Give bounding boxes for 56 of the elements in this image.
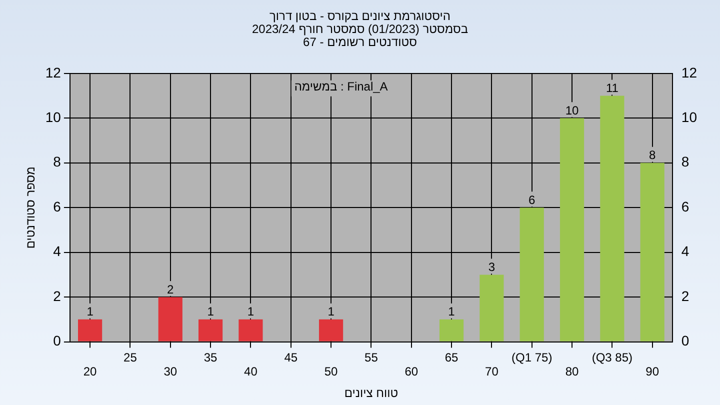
- data-label: 8: [649, 148, 656, 162]
- data-label: 10: [565, 103, 580, 118]
- y-tick-label: 10: [45, 108, 62, 125]
- data-label: 2: [167, 282, 174, 296]
- y-tick-label: 0: [53, 332, 62, 349]
- bar: [480, 274, 504, 342]
- y2-tick-label: 8: [681, 154, 690, 170]
- y-tick-label: 8: [53, 154, 62, 170]
- bar: [560, 118, 584, 342]
- bar: [600, 96, 624, 342]
- x-tick-label: 65: [444, 350, 459, 364]
- y2-tick-label: 2: [681, 288, 690, 304]
- y-tick-label: 6: [53, 198, 62, 214]
- data-label: 1: [448, 304, 456, 319]
- data-label: 1: [86, 304, 94, 319]
- bar: [318, 319, 344, 342]
- bar: [198, 319, 223, 342]
- x-tick-label: 90: [646, 364, 660, 379]
- y2-tick-label: 4: [681, 243, 690, 260]
- x-tick-label: 80: [565, 364, 580, 379]
- x-tick-label: 35: [204, 350, 218, 364]
- y2-tick-label: 6: [681, 198, 690, 214]
- bar: [520, 208, 544, 342]
- x-tick-label: 40: [244, 364, 258, 379]
- y2-tick-label: 0: [681, 332, 690, 349]
- bar: [158, 297, 182, 342]
- data-label: 6: [528, 192, 536, 207]
- data-label: 1: [207, 304, 214, 319]
- x-tick-label: 70: [485, 364, 499, 379]
- y-tick-label: 2: [53, 288, 62, 304]
- bar: [78, 319, 102, 342]
- x-tick-label: 45: [284, 350, 298, 364]
- x-tick-label: 25: [124, 350, 138, 364]
- chart-title: היסטוגרמת ציונים בקורס - בטון דרוך: [268, 9, 452, 23]
- data-label: 3: [488, 260, 496, 274]
- x-tick-label: (Q3 85): [592, 350, 633, 364]
- x-tick-label: 20: [83, 364, 98, 379]
- bar: [238, 319, 263, 342]
- chart-subtitle: בסמסטר (01/2023) סמסטר חורף 2023/24 סטודנטים רשומים - 67: [250, 22, 470, 49]
- x-tick-label: 30: [164, 364, 178, 379]
- y2-tick-label: 10: [681, 108, 698, 125]
- x-tick-label: 55: [364, 350, 378, 364]
- x-tick-label: (Q1 75): [512, 350, 552, 364]
- y2-tick-label: 12: [681, 64, 698, 80]
- annotation: במשימה : Final_A: [294, 80, 388, 94]
- y-tick-label: 12: [45, 64, 62, 80]
- data-label: 11: [606, 81, 619, 96]
- y-axis-title: מספר סטודנטים: [24, 166, 38, 249]
- x-tick-label: 50: [324, 364, 338, 379]
- data-label: 1: [247, 304, 254, 319]
- bar: [439, 319, 464, 342]
- y-tick-label: 4: [53, 243, 62, 260]
- bar: [640, 162, 664, 342]
- x-axis-title: טווח ציונים: [344, 386, 398, 400]
- x-tick-label: 60: [404, 364, 418, 379]
- data-label: 1: [328, 304, 335, 319]
